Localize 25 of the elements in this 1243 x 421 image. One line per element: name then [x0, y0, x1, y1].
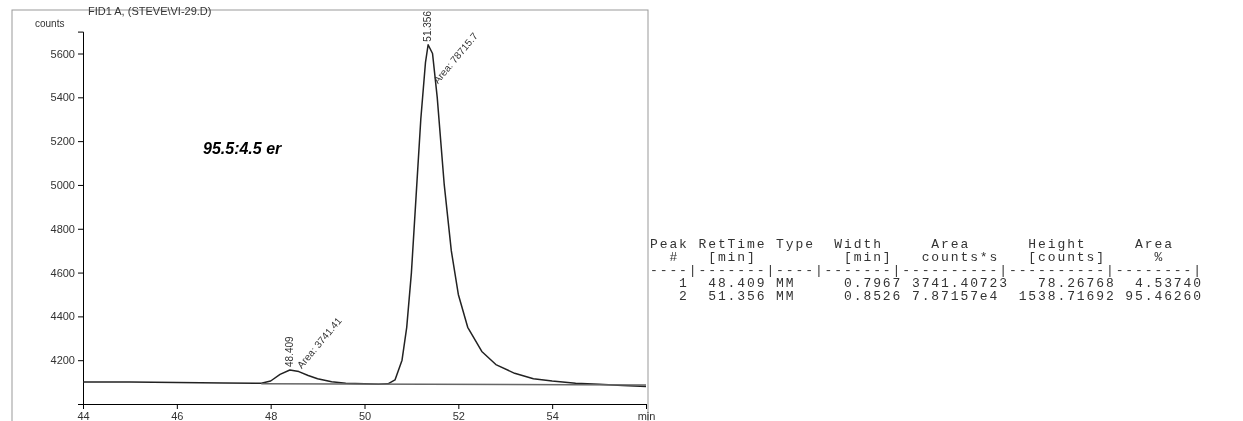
- x-tick-label: 44: [77, 409, 90, 421]
- y-tick-label: 4800: [50, 222, 75, 235]
- text: Peak RetTime Type Width Area Height Area: [650, 237, 1174, 252]
- y-tick-label: 5400: [50, 91, 75, 104]
- x-tick-label: 46: [171, 409, 184, 421]
- y-tick-label: 4400: [50, 310, 75, 323]
- y-tick-label: 5600: [50, 47, 75, 60]
- annotation: 48.409: [283, 335, 295, 367]
- x-tick-label: 54: [546, 409, 559, 421]
- text: # [min] [min] counts*s [counts] %: [650, 250, 1165, 265]
- annotation: 95.5:4.5 er: [203, 140, 283, 157]
- x-tick-label: min: [637, 409, 656, 421]
- x-tick-label: 52: [452, 409, 465, 421]
- y-tick-label: 5200: [50, 135, 75, 148]
- y-axis-title: counts: [35, 18, 65, 29]
- x-tick-label: 48: [265, 409, 278, 421]
- y-tick-label: 5000: [50, 178, 75, 191]
- y-tick-label: 4600: [50, 266, 75, 279]
- text: 2 51.356 MM 0.8526 7.87157e4 1538.71692 95.46260: [650, 289, 1203, 304]
- text: 1 48.409 MM 0.7967 3741.40723 78.26768 4.53740: [650, 276, 1203, 291]
- chart-title: FID1 A, (STEVE\VI-29.D): [88, 5, 212, 17]
- y-tick-label: 4200: [50, 354, 75, 367]
- x-tick-label: 50: [358, 409, 372, 421]
- annotation: 51.356: [422, 10, 434, 42]
- text: ----|-------|----|-------|----------|----------|--------|: [650, 263, 1203, 278]
